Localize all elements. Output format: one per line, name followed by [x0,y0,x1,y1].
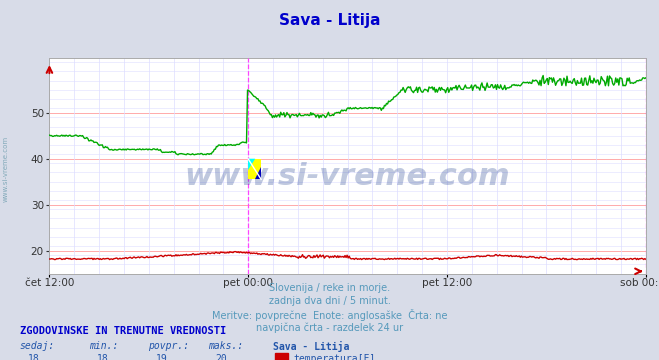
Text: 20: 20 [215,354,227,360]
Text: Slovenija / reke in morje.: Slovenija / reke in morje. [269,283,390,293]
Text: www.si-vreme.com: www.si-vreme.com [185,162,511,191]
Text: 18: 18 [97,354,109,360]
Text: ZGODOVINSKE IN TRENUTNE VREDNOSTI: ZGODOVINSKE IN TRENUTNE VREDNOSTI [20,326,226,336]
Polygon shape [255,167,261,179]
Text: temperatura[F]: temperatura[F] [293,354,376,360]
Text: navpična črta - razdelek 24 ur: navpična črta - razdelek 24 ur [256,323,403,333]
Text: Sava - Litija: Sava - Litija [273,341,350,352]
Polygon shape [248,159,255,170]
Text: zadnja dva dni / 5 minut.: zadnja dva dni / 5 minut. [269,296,390,306]
Text: min.:: min.: [89,341,119,351]
Text: 19: 19 [156,354,168,360]
Text: www.si-vreme.com: www.si-vreme.com [2,136,9,202]
Text: Sava - Litija: Sava - Litija [279,13,380,28]
Text: maks.:: maks.: [208,341,243,351]
Bar [248,159,261,179]
Text: povpr.:: povpr.: [148,341,189,351]
Text: 18: 18 [28,354,40,360]
Text: sedaj:: sedaj: [20,341,55,351]
Text: Meritve: povprečne  Enote: anglosaške  Črta: ne: Meritve: povprečne Enote: anglosaške Črt… [212,309,447,321]
